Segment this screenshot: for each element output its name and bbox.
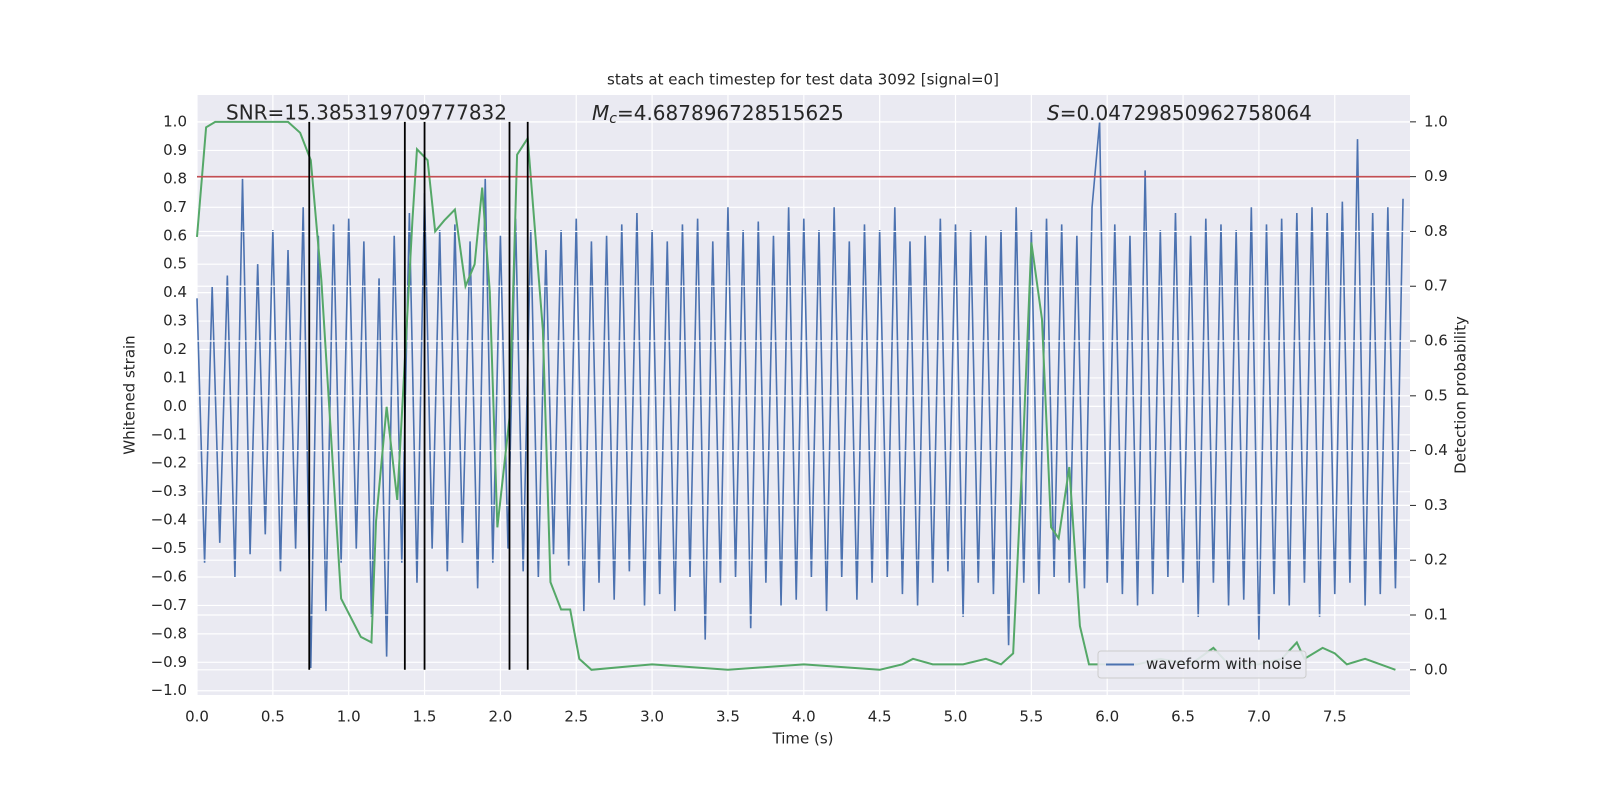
y-tick-label: −1.0 <box>151 681 187 699</box>
s-annotation: S=0.04729850962758064 <box>1047 101 1312 125</box>
s-symbol: S <box>1047 101 1060 125</box>
mc-value: =4.687896728515625 <box>617 101 844 125</box>
y2-tick-label: 0.0 <box>1424 660 1448 678</box>
y-tick-label: 0.2 <box>163 340 187 358</box>
y2-tick-label: 0.6 <box>1424 332 1448 350</box>
mc-annotation: Mc=4.687896728515625 <box>592 101 844 128</box>
legend-label: waveform with noise <box>1146 655 1302 673</box>
y2-tick-label: 0.2 <box>1424 551 1448 569</box>
x-tick-label: 7.5 <box>1323 708 1347 726</box>
marks-layer <box>196 121 1404 669</box>
x-axis-label: Time (s) <box>772 730 834 748</box>
x-tick-label: 6.0 <box>1095 708 1119 726</box>
y-tick-label: 0.6 <box>163 226 187 244</box>
y-axis-label: Whitened strain <box>121 335 139 454</box>
chart-title: stats at each timestep for test data 309… <box>607 71 999 89</box>
x-tick-label: 3.5 <box>716 708 740 726</box>
y-tick-label: −0.5 <box>151 539 187 557</box>
y-tick-label: −0.6 <box>151 567 187 585</box>
y-tick-label: 0.8 <box>163 169 187 187</box>
y2-tick-label: 1.0 <box>1424 112 1448 130</box>
overlay-layer: waveform with noise <box>196 120 1410 679</box>
y-tick-label: −0.4 <box>151 511 187 529</box>
y-tick-label: −0.7 <box>151 596 187 614</box>
y-tick-label: −0.2 <box>151 454 187 472</box>
x-tick-label: 5.5 <box>1019 708 1043 726</box>
y-tick-label: 1.0 <box>163 113 187 131</box>
x-tick-label: 4.0 <box>792 708 816 726</box>
y-tick-label: −0.8 <box>151 624 187 642</box>
x-tick-label: 0.5 <box>261 708 285 726</box>
x-tick-label: 2.0 <box>488 708 512 726</box>
x-tick-label: 5.0 <box>944 708 968 726</box>
y2-tick-label: 0.3 <box>1424 496 1448 514</box>
y2-tick-label: 0.4 <box>1424 441 1448 459</box>
y-tick-label: −0.9 <box>151 653 187 671</box>
mc-subscript: c <box>609 111 617 127</box>
y-tick-label: −0.3 <box>151 482 187 500</box>
waveform-line <box>196 121 1404 669</box>
x-tick-label: 0.0 <box>185 708 209 726</box>
y2-tick-label: 0.5 <box>1424 386 1448 404</box>
mc-symbol: M <box>592 101 609 125</box>
y2-tick-label: 0.9 <box>1424 167 1448 185</box>
y-tick-label: 0.0 <box>163 397 187 415</box>
x-tick-label: 7.0 <box>1247 708 1271 726</box>
y-tick-label: 0.7 <box>163 198 187 216</box>
y2-axis-label: Detection probability <box>1452 316 1470 474</box>
y2-tick-label: 0.1 <box>1424 606 1448 624</box>
y-tick-label: 0.4 <box>163 283 187 301</box>
x-tick-label: 3.0 <box>640 708 664 726</box>
y2-tick-label: 0.7 <box>1424 277 1448 295</box>
y-tick-label: 0.1 <box>163 368 187 386</box>
x-tick-label: 1.0 <box>337 708 361 726</box>
legend-box <box>1097 650 1307 679</box>
y-tick-label: 0.3 <box>163 312 187 330</box>
x-tick-label: 1.5 <box>413 708 437 726</box>
snr-annotation: SNR=15.385319709777832 <box>226 101 507 125</box>
y-tick-label: −0.1 <box>151 425 187 443</box>
x-tick-label: 4.5 <box>868 708 892 726</box>
x-tick-label: 6.5 <box>1171 708 1195 726</box>
x-tick-label: 2.5 <box>564 708 588 726</box>
s-value: =0.04729850962758064 <box>1060 101 1312 125</box>
y-tick-label: 0.9 <box>163 141 187 159</box>
y-tick-label: 0.5 <box>163 255 187 273</box>
y2-tick-label: 0.8 <box>1424 222 1448 240</box>
